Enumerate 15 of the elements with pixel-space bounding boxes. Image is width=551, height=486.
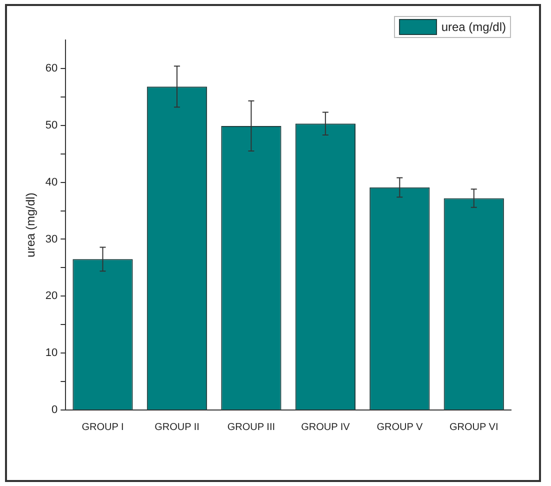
- y-axis-title: urea (mg/dl): [24, 192, 38, 258]
- y-tick-label: 50: [45, 119, 58, 132]
- y-tick-label: 20: [45, 290, 58, 302]
- x-tick-label: GROUP II: [154, 422, 200, 433]
- x-tick-label: GROUP IV: [301, 422, 350, 433]
- y-tick-label: 30: [45, 233, 58, 246]
- y-tick-label: 0: [52, 404, 58, 416]
- y-tick-label: 60: [45, 62, 58, 74]
- y-tick-label: 40: [45, 176, 58, 188]
- text: urea (mg/dl): [441, 20, 506, 34]
- x-tick-label: GROUP V: [376, 422, 423, 433]
- y-tick-label: 10: [45, 347, 58, 360]
- x-tick-label: GROUP VI: [450, 422, 498, 433]
- x-tick-label: GROUP III: [227, 422, 276, 433]
- x-tick-label: GROUP I: [82, 422, 124, 433]
